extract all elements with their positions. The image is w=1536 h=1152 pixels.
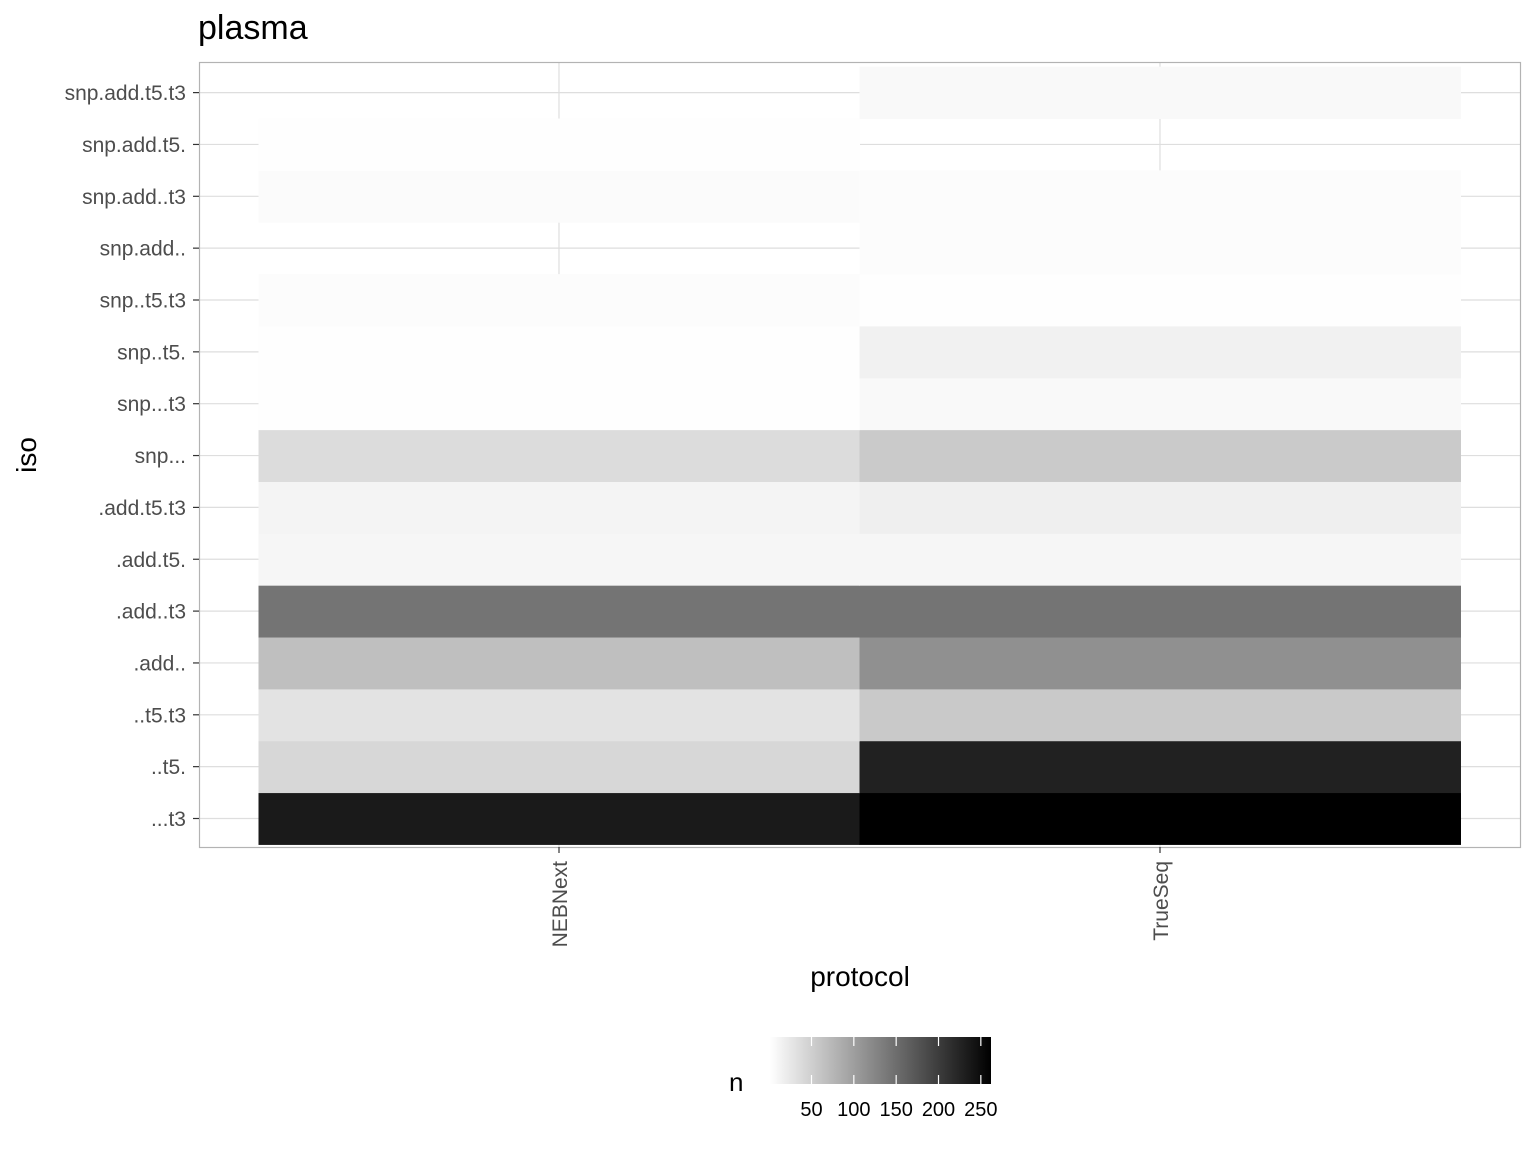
heatmap-cell xyxy=(859,481,1461,534)
y-tick-label: snp.add..t3 xyxy=(82,186,186,209)
heatmap-cell xyxy=(258,118,860,171)
heatmap-cell xyxy=(859,688,1461,742)
x-axis-title: protocol xyxy=(810,961,910,992)
heatmap-cell xyxy=(258,740,860,794)
heatmap-cell xyxy=(859,222,1461,275)
heatmap-cells xyxy=(258,66,1461,845)
color-legend: n 50 100 150 200 250 xyxy=(729,1037,998,1121)
y-tick-label: .add..t3 xyxy=(116,601,186,624)
heatmap-cell xyxy=(859,274,1461,327)
heatmap-cell xyxy=(859,533,1461,586)
legend-tick-label: 250 xyxy=(964,1099,997,1121)
heatmap-cell xyxy=(859,66,1461,120)
y-tick-label: snp..t5.t3 xyxy=(100,290,186,313)
heatmap-cell xyxy=(258,637,860,690)
y-tick-label: snp.add.t5. xyxy=(82,134,186,157)
heatmap-cell xyxy=(258,585,860,638)
heatmap-cell xyxy=(859,792,1461,845)
heatmap-cell xyxy=(859,637,1461,690)
legend-colorbar xyxy=(770,1037,991,1084)
y-tick-label: snp...t3 xyxy=(117,393,186,416)
legend-tick-label: 100 xyxy=(837,1099,870,1121)
legend-ticks: 50 100 150 200 250 xyxy=(800,1037,998,1121)
heatmap-cell xyxy=(258,792,860,845)
x-axis: NEBNext TrueSeq xyxy=(549,847,1173,947)
heatmap-cell xyxy=(258,429,860,482)
y-tick-label: snp... xyxy=(135,445,186,468)
legend-tick-label: 50 xyxy=(800,1099,822,1121)
legend-tick-label: 200 xyxy=(922,1099,955,1121)
y-axis-title: iso xyxy=(11,437,42,473)
heatmap-cell xyxy=(258,274,860,327)
heatmap-cell xyxy=(258,688,860,742)
heatmap-cell xyxy=(258,533,860,586)
heatmap-cell xyxy=(258,377,860,431)
y-tick-label: ..t5.t3 xyxy=(133,704,186,727)
panel-border xyxy=(198,61,1522,849)
heatmap-cell xyxy=(859,429,1461,482)
chart-title: plasma xyxy=(198,9,308,47)
y-tick-label: .add.t5.t3 xyxy=(98,497,186,520)
heatmap-cell xyxy=(258,325,860,379)
y-tick-label: ...t3 xyxy=(151,808,186,831)
legend-tick-label: 150 xyxy=(879,1099,912,1121)
heatmap-cell xyxy=(859,585,1461,638)
x-tick-label: NEBNext xyxy=(549,861,572,948)
y-tick-label: snp..t5. xyxy=(117,341,186,364)
x-tick-label: TrueSeq xyxy=(1150,861,1173,941)
heatmap-cell xyxy=(859,170,1461,223)
heatmap-cell xyxy=(859,377,1461,431)
y-axis: ...t3 ..t5. ..t5.t3 .add.. .add..t3 .add.t5..… xyxy=(65,82,199,831)
y-tick-label: ..t5. xyxy=(151,756,186,779)
y-tick-label: snp.add.. xyxy=(100,238,186,261)
heatmap-cell xyxy=(258,170,860,223)
heatmap-cell xyxy=(859,740,1461,794)
y-tick-label: .add.t5. xyxy=(116,549,186,572)
heatmap-cell xyxy=(859,325,1461,379)
legend-title: n xyxy=(729,1067,743,1097)
y-tick-label: snp.add.t5.t3 xyxy=(65,82,186,105)
y-tick-label: .add.. xyxy=(133,652,186,675)
heatmap-cell xyxy=(258,481,860,534)
